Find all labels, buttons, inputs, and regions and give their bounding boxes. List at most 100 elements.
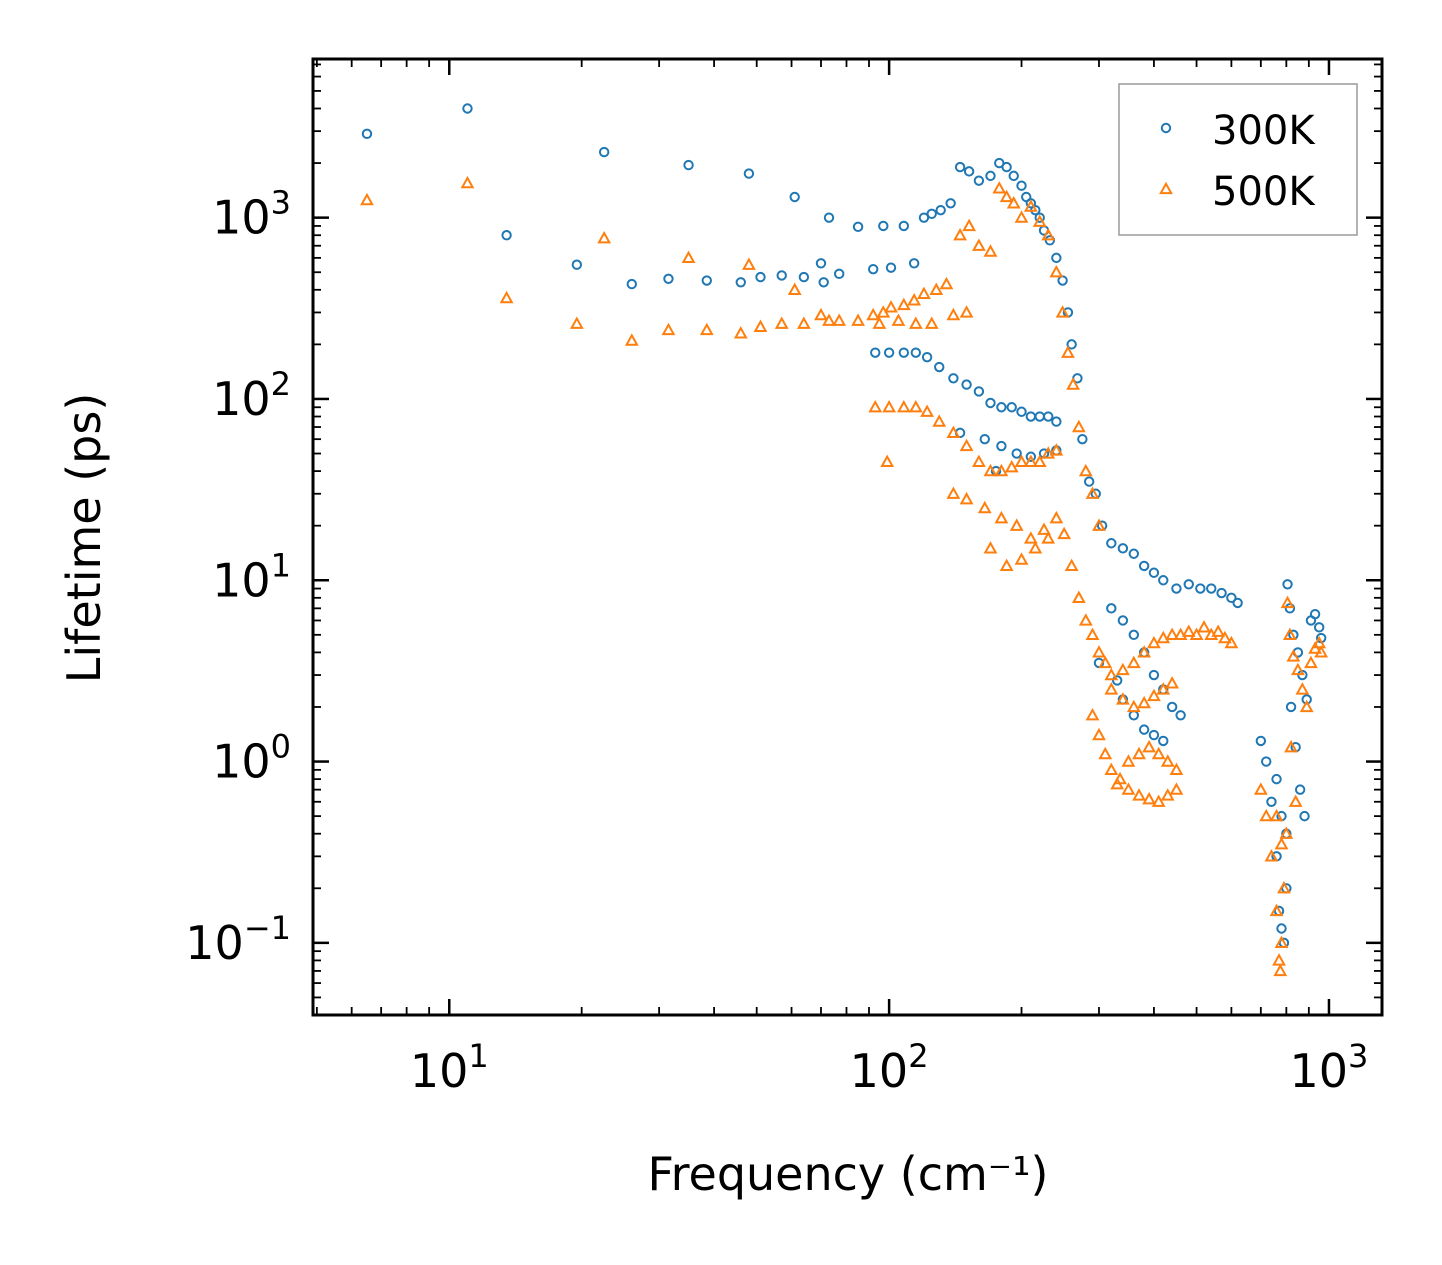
data-point-500K <box>908 399 923 413</box>
y-axis-label: Lifetime (ps) <box>57 393 111 684</box>
data-point-300K <box>898 347 910 358</box>
data-point-300K <box>755 271 766 283</box>
data-point-500K <box>983 244 998 257</box>
data-point-500K <box>1057 526 1072 540</box>
data-point-300K <box>963 166 975 177</box>
data-point-500K <box>1032 454 1047 467</box>
data-point-300K <box>1016 180 1027 191</box>
data-point-300K <box>501 230 512 241</box>
data-point-500K <box>929 282 944 295</box>
data-point-300K <box>954 161 966 173</box>
data-point-500K <box>1092 727 1106 741</box>
data-point-300K <box>598 146 610 158</box>
data-point-300K <box>934 361 945 373</box>
data-point-500K <box>983 463 998 477</box>
data-point-500K <box>1151 794 1166 807</box>
data-point-500K <box>1014 552 1029 565</box>
data-point-300K <box>735 277 746 288</box>
data-layer <box>360 103 1329 977</box>
data-point-300K <box>743 168 755 179</box>
data-point-300K <box>1011 448 1022 459</box>
data-point-500K <box>1269 903 1284 917</box>
data-point-500K <box>1137 695 1152 709</box>
data-point-300K <box>1226 592 1237 604</box>
data-point-500K <box>1098 655 1113 669</box>
data-point-300K <box>1299 810 1310 822</box>
data-point-500K <box>959 305 974 318</box>
data-point-500K <box>1173 627 1188 640</box>
data-point-300K <box>571 259 583 270</box>
data-point-300K <box>1117 543 1129 554</box>
data-point-500K <box>1147 635 1161 649</box>
data-point-300K <box>1066 339 1077 350</box>
legend-box <box>1118 83 1358 236</box>
data-point-500K <box>920 404 935 417</box>
data-point-500K <box>1037 522 1051 535</box>
data-point-500K <box>597 230 612 244</box>
data-point-500K <box>1160 788 1175 801</box>
data-point-300K <box>985 397 996 409</box>
data-point-300K <box>833 268 845 280</box>
data-point-500K <box>992 181 1007 194</box>
data-point-500K <box>959 438 974 452</box>
data-point-300K <box>1266 796 1277 807</box>
x-tick-label: 101 <box>410 1037 489 1098</box>
data-point-500K <box>1142 739 1156 753</box>
data-point-300K <box>1148 567 1160 578</box>
data-point-500K <box>896 297 911 311</box>
y-tick-label: 10−1 <box>185 909 291 970</box>
data-point-300K <box>1166 701 1178 713</box>
data-point-500K <box>939 276 954 290</box>
y-tick-label: 103 <box>212 184 291 245</box>
data-point-500K <box>946 425 961 439</box>
data-point-300K <box>961 379 972 390</box>
data-point-500K <box>742 257 756 270</box>
legend-marker-500k <box>1159 181 1173 195</box>
data-point-500K <box>460 175 475 189</box>
data-point-300K <box>1034 212 1045 223</box>
data-point-500K <box>1197 620 1211 633</box>
data-point-300K <box>948 373 959 384</box>
data-point-500K <box>907 293 922 306</box>
legend-label-300k: 300K <box>1212 108 1316 154</box>
data-point-500K <box>1061 345 1075 358</box>
data-point-300K <box>1025 451 1037 462</box>
data-point-500K <box>971 238 986 251</box>
data-point-500K <box>924 316 939 329</box>
data-point-500K <box>1181 624 1196 637</box>
y-tick-label: 102 <box>212 365 291 426</box>
plot-frame <box>311 57 1384 1017</box>
data-point-300K <box>935 204 946 216</box>
data-point-300K <box>815 258 827 269</box>
data-point-500K <box>971 454 986 467</box>
series-500K <box>360 175 1329 977</box>
data-point-300K <box>921 351 933 363</box>
data-point-300K <box>776 270 787 281</box>
data-point-500K <box>1085 708 1100 721</box>
data-point-500K <box>1137 645 1152 658</box>
data-point-500K <box>1023 454 1038 467</box>
data-point-500K <box>1014 454 1029 467</box>
data-point-500K <box>1189 627 1204 640</box>
data-point-500K <box>1132 746 1146 760</box>
data-point-500K <box>1273 963 1288 977</box>
ticks-layer: 101 102 103 10−1 100 101 102 103 <box>185 59 1382 1098</box>
data-point-500K <box>1064 558 1079 572</box>
data-point-300K <box>1183 579 1194 590</box>
data-point-500K <box>880 454 895 467</box>
data-point-500K <box>1006 196 1021 209</box>
data-point-500K <box>1312 635 1327 649</box>
data-point-500K <box>1253 782 1268 795</box>
data-point-500K <box>1279 826 1294 839</box>
data-point-500K <box>908 316 923 329</box>
data-point-300K <box>1106 538 1117 549</box>
data-point-500K <box>1085 627 1100 640</box>
data-point-300K <box>945 198 956 209</box>
data-point-500K <box>882 399 897 413</box>
legend: 300K 500K <box>1118 83 1358 236</box>
data-point-500K <box>699 322 714 336</box>
data-point-300K <box>870 347 881 358</box>
data-point-500K <box>1126 699 1141 713</box>
data-point-500K <box>1165 627 1180 640</box>
data-point-500K <box>822 313 836 326</box>
